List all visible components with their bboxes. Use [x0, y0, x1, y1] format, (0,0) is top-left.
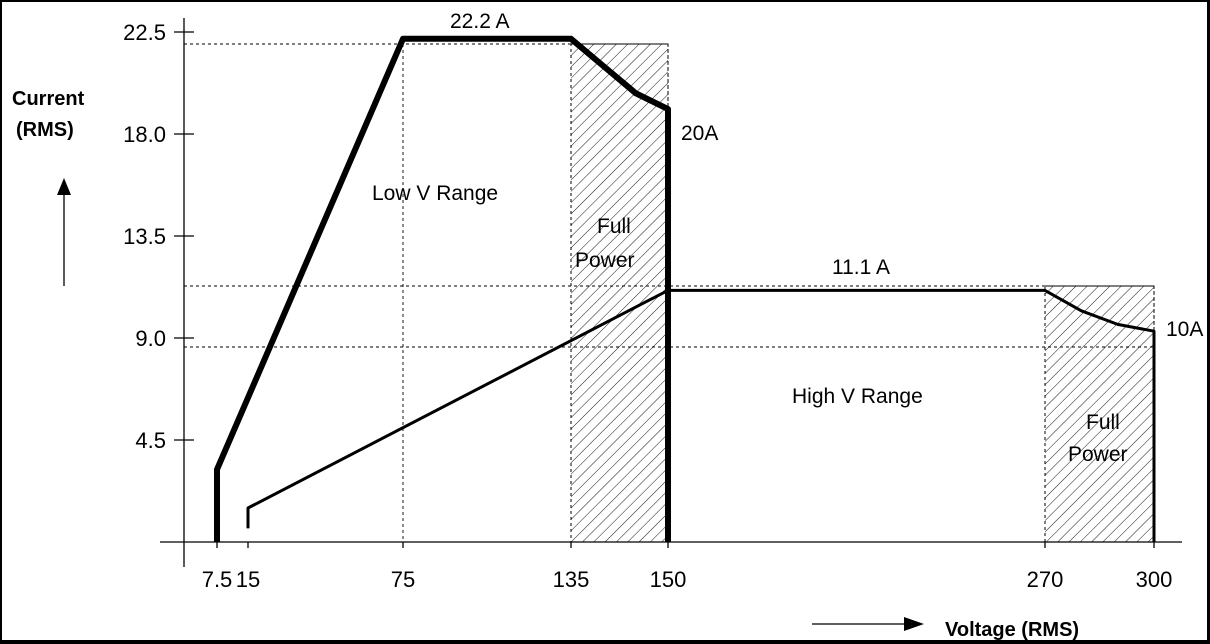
full-power-region-low: [570, 43, 669, 543]
x-tick-label: 75: [391, 567, 415, 592]
x-tick-label: 7.5: [202, 567, 233, 592]
x-axis-ticks: 7.5 15 75 135 150 270 300: [202, 542, 1173, 592]
x-tick-label: 15: [236, 567, 260, 592]
x-tick-label: 300: [1136, 567, 1173, 592]
y-tick-label: 13.5: [123, 224, 166, 249]
x-tick-label: 150: [650, 567, 687, 592]
x-axis-arrow-icon: [812, 617, 924, 631]
full-power-label-high-line1: Full: [1086, 411, 1120, 434]
full-power-label-low-line2: Power: [575, 249, 635, 272]
full-power-label-low-line1: Full: [597, 215, 631, 238]
y-axis-title-line2: (RMS): [16, 119, 74, 141]
annotation-11-1a: 11.1 A: [832, 256, 890, 279]
y-axis-title-line1: Current: [12, 88, 85, 110]
y-axis-ticks: 4.5 9.0 13.5 18.0 22.5: [123, 20, 194, 453]
x-tick-label: 135: [553, 567, 590, 592]
high-v-range-label: High V Range: [792, 385, 923, 408]
y-tick-label: 18.0: [123, 122, 166, 147]
x-tick-label: 270: [1027, 567, 1064, 592]
series-group: [214, 35, 1156, 542]
annotation-22-2a: 22.2 A: [450, 10, 510, 33]
series-line-low-v-range: [214, 35, 671, 542]
y-axis-arrow-icon: [57, 178, 71, 286]
annotation-10a: 10A: [1166, 318, 1203, 341]
y-tick-label: 4.5: [135, 428, 166, 453]
low-v-range-label: Low V Range: [372, 182, 498, 205]
series-line-high-v-range: [246, 288, 1156, 542]
y-tick-label: 9.0: [135, 326, 166, 351]
annotation-20a: 20A: [681, 122, 718, 145]
y-tick-label: 22.5: [123, 20, 166, 45]
x-axis-title: Voltage (RMS): [945, 619, 1079, 640]
full-power-label-high-line2: Power: [1068, 443, 1128, 466]
